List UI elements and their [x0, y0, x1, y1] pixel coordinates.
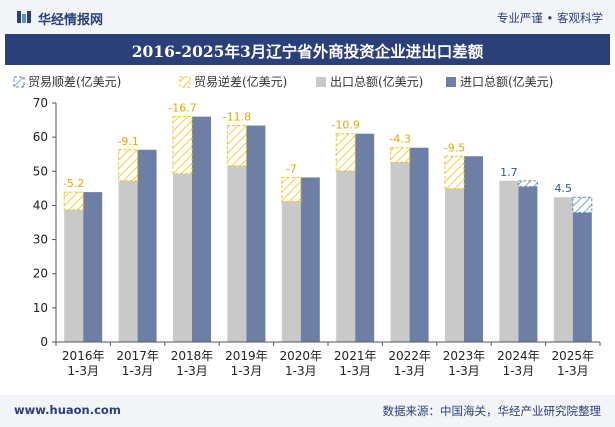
deficit-marker [118, 149, 139, 182]
balance-label: -7 [286, 162, 297, 175]
x-axis: 2016年 1-3月 2017年 1-3月 2018年 1-3月 2019年 1-3月 2020… [55, 341, 601, 378]
import-bar [409, 147, 429, 342]
y-tick-label: 20 [33, 267, 48, 281]
export-bar [553, 197, 573, 342]
balance-label: -9.1 [117, 135, 138, 148]
import-bar [355, 133, 375, 342]
export-bar [64, 209, 84, 342]
deficit-marker [444, 155, 465, 190]
surplus-marker [572, 196, 593, 214]
import-bar [518, 186, 538, 342]
y-tick-label: 30 [33, 233, 48, 247]
deficit-marker [63, 191, 84, 211]
website-url: www.huaon.com [14, 403, 121, 417]
surplus-marker [517, 180, 538, 188]
export-bar [390, 162, 410, 342]
x-tick-label: 2025年 1-3月 [552, 349, 595, 378]
y-tick-label: 10 [33, 301, 48, 315]
import-bar [246, 125, 266, 342]
chart-legend: 贸易顺差(亿美元) 贸易逆差(亿美元) 出口总额(亿美元) 进口总额(亿美元) [13, 74, 553, 89]
x-tick-label: 2024年 1-3月 [497, 349, 540, 378]
footer-bar: www.huaon.com 数据来源：中国海关，华经产业研究院整理 [0, 395, 615, 427]
x-tick-label: 2022年 1-3月 [388, 349, 431, 378]
import-bar [192, 116, 211, 343]
brand-slogan: 专业严谨 • 客观科学 [496, 11, 603, 25]
y-tick-label: 0 [40, 335, 48, 349]
balance-label: 4.5 [555, 182, 573, 195]
huajing-logo-icon [17, 11, 31, 23]
y-axis: 0 10 20 30 40 50 60 70 [33, 96, 57, 349]
deficit-marker [226, 125, 247, 167]
export-bar [336, 170, 356, 342]
x-tick-label: 2021年 1-3月 [334, 349, 377, 378]
y-tick-label: 60 [33, 130, 48, 144]
legend-swatch-0 [13, 76, 25, 88]
deficit-marker [390, 147, 411, 163]
legend-label-1: 贸易逆差(亿美元) [194, 74, 287, 89]
export-bar [445, 188, 464, 342]
import-bar [83, 192, 103, 342]
import-bar [464, 156, 483, 342]
export-bar [499, 180, 519, 342]
bars-group: -5.2 -9.1 -16.7 -11.8 -7 -10.9 -4.3 -9.5 1.7 4.5 [63, 102, 593, 343]
x-tick-label: 2016年 1-3月 [62, 349, 105, 378]
balance-label: -10.9 [331, 119, 359, 132]
export-bar [281, 201, 301, 342]
top-header-bar: 华经情报网 专业严谨 • 客观科学 [0, 0, 615, 34]
balance-label: -9.5 [444, 141, 465, 154]
y-tick-label: 50 [33, 164, 48, 178]
balance-label: -11.8 [223, 111, 251, 124]
x-tick-label: 2020年 1-3月 [280, 349, 323, 378]
chart-title: 2016-2025年3月辽宁省外商投资企业进出口差额 [131, 42, 484, 61]
legend-swatch-1 [179, 76, 191, 88]
bar-chart: 贸易顺差(亿美元) 贸易逆差(亿美元) 出口总额(亿美元) 进口总额(亿美元) 0 10… [13, 74, 601, 378]
title-bar: 2016-2025年3月辽宁省外商投资企业进出口差额 [5, 34, 610, 65]
balance-label: 1.7 [500, 166, 518, 179]
import-bar [137, 149, 157, 342]
balance-label: -4.3 [389, 133, 410, 146]
deficit-marker [335, 133, 356, 172]
export-bar [173, 173, 192, 342]
deficit-marker [281, 176, 302, 202]
legend-label-2: 出口总额(亿美元) [330, 74, 423, 89]
data-source: 数据来源：中国海关，华经产业研究院整理 [382, 404, 602, 418]
export-bar [227, 165, 247, 342]
import-bar [572, 212, 592, 342]
legend-swatch-2 [316, 77, 326, 87]
import-bar [300, 177, 320, 342]
legend-swatch-3 [446, 77, 456, 87]
x-tick-label: 2017年 1-3月 [116, 349, 159, 378]
x-tick-label: 2018年 1-3月 [171, 349, 214, 378]
x-tick-label: 2019年 1-3月 [225, 349, 268, 378]
legend-label-0: 贸易顺差(亿美元) [28, 74, 121, 89]
y-tick-label: 70 [33, 96, 48, 110]
y-tick-label: 40 [33, 198, 48, 212]
balance-label: -5.2 [63, 177, 84, 190]
brand-name: 华经情报网 [38, 13, 104, 28]
deficit-marker [172, 116, 193, 175]
legend-label-3: 进口总额(亿美元) [460, 74, 553, 89]
export-bar [118, 180, 138, 342]
balance-label: -16.7 [168, 102, 196, 115]
x-tick-label: 2023年 1-3月 [443, 349, 486, 378]
